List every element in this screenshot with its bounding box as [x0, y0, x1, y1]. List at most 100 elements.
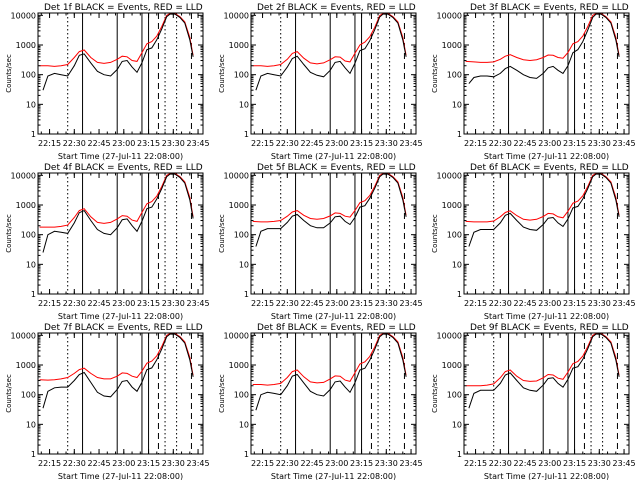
x-tick-label: 23:45	[400, 139, 423, 148]
y-tick-label: 10000	[11, 11, 36, 20]
x-tick-label: 22:15	[464, 459, 487, 468]
x-tick-label: 22:45	[301, 139, 324, 148]
series-line-events	[42, 13, 194, 91]
x-tick-label: 23:30	[588, 459, 611, 468]
x-tick-label: 23:15	[563, 139, 586, 148]
chart-title: Det 4f BLACK = Events, RED = LLD	[44, 163, 203, 173]
y-axis-label: Counts/sec	[218, 374, 226, 413]
x-tick-label: 22:30	[63, 459, 86, 468]
x-axis-label: Start Time (27-Jul-11 22:08:00)	[271, 312, 396, 321]
x-tick-label: 22:30	[489, 299, 512, 308]
x-tick-label: 23:00	[325, 139, 348, 148]
plot-frame	[250, 332, 417, 455]
x-tick-label: 23:45	[187, 139, 210, 148]
x-axis-label: Start Time (27-Jul-11 22:08:00)	[484, 152, 609, 161]
y-tick-label: 10	[452, 100, 462, 109]
x-tick-label: 23:45	[187, 459, 210, 468]
x-tick-label: 22:45	[88, 139, 111, 148]
x-tick-label: 23:15	[350, 299, 373, 308]
chart-panel-9: Det 9f BLACK = Events, RED = LLD Counts/s…	[431, 323, 636, 480]
y-tick-label: 10	[239, 260, 249, 269]
y-tick-label: 10	[452, 260, 462, 269]
chart-title: Det 9f BLACK = Events, RED = LLD	[470, 323, 629, 333]
y-tick-label: 10	[26, 420, 36, 429]
x-tick-label: 22:15	[464, 299, 487, 308]
y-tick-label: 1000	[16, 201, 36, 210]
y-tick-label: 1000	[229, 361, 249, 370]
y-tick-label: 1000	[16, 41, 36, 50]
series-line-lld	[39, 13, 194, 67]
series-line-events	[468, 333, 620, 409]
series-line-events	[468, 13, 620, 84]
x-tick-label: 23:30	[588, 299, 611, 308]
y-axis-label: Counts/sec	[431, 214, 439, 253]
plot-frame	[463, 172, 630, 295]
x-tick-label: 23:45	[613, 299, 636, 308]
y-tick-label: 10000	[224, 11, 249, 20]
y-tick-label: 1	[244, 450, 249, 459]
series-line-lld	[252, 173, 407, 223]
series-line-lld	[465, 173, 620, 223]
y-axis-label: Counts/sec	[218, 214, 226, 253]
x-tick-label: 23:15	[350, 139, 373, 148]
y-tick-label: 1000	[229, 201, 249, 210]
x-tick-label: 22:30	[63, 139, 86, 148]
x-tick-label: 23:45	[400, 459, 423, 468]
x-tick-label: 23:00	[538, 299, 561, 308]
chart-title: Det 3f BLACK = Events, RED = LLD	[470, 3, 629, 13]
y-tick-label: 100	[234, 391, 249, 400]
plot-frame	[37, 172, 204, 295]
x-tick-label: 23:00	[112, 139, 135, 148]
series-line-events	[255, 333, 407, 411]
x-tick-label: 22:45	[514, 139, 537, 148]
y-axis-label: Counts/sec	[5, 54, 13, 93]
plot-frame	[463, 12, 630, 135]
plot-frame	[250, 12, 417, 135]
y-tick-label: 100	[447, 391, 462, 400]
x-tick-label: 23:45	[613, 459, 636, 468]
series-line-events	[255, 173, 407, 247]
x-tick-label: 23:30	[375, 299, 398, 308]
x-tick-label: 23:15	[137, 139, 160, 148]
x-tick-label: 23:00	[112, 299, 135, 308]
chart-panel-3: Det 3f BLACK = Events, RED = LLD Counts/s…	[431, 3, 636, 161]
x-tick-label: 22:15	[251, 459, 274, 468]
x-tick-label: 22:30	[63, 299, 86, 308]
x-tick-label: 23:45	[613, 139, 636, 148]
x-tick-label: 23:00	[112, 459, 135, 468]
y-axis-label: Counts/sec	[431, 374, 439, 413]
y-tick-label: 10	[26, 260, 36, 269]
series-line-lld	[465, 13, 620, 63]
chart-title: Det 5f BLACK = Events, RED = LLD	[257, 163, 416, 173]
y-tick-label: 10000	[224, 171, 249, 180]
x-tick-label: 23:30	[162, 459, 185, 468]
y-tick-label: 1000	[442, 41, 462, 50]
x-tick-label: 23:15	[137, 299, 160, 308]
series-line-lld	[252, 13, 407, 67]
chart-panel-5: Det 5f BLACK = Events, RED = LLD Counts/s…	[218, 163, 423, 321]
y-tick-label: 1	[457, 290, 462, 299]
x-tick-label: 23:15	[563, 299, 586, 308]
chart-title: Det 7f BLACK = Events, RED = LLD	[44, 323, 203, 333]
series-line-lld	[465, 333, 620, 387]
y-tick-label: 10	[239, 100, 249, 109]
x-tick-label: 22:45	[88, 299, 111, 308]
y-tick-label: 1000	[229, 41, 249, 50]
plot-frame	[37, 332, 204, 455]
chart-title: Det 6f BLACK = Events, RED = LLD	[470, 163, 629, 173]
x-tick-label: 23:15	[563, 459, 586, 468]
y-tick-label: 10000	[224, 331, 249, 340]
series-line-events	[468, 173, 620, 247]
x-tick-label: 23:00	[325, 459, 348, 468]
x-tick-label: 22:45	[514, 299, 537, 308]
x-tick-label: 22:15	[38, 139, 61, 148]
plot-frame	[250, 172, 417, 295]
y-tick-label: 1000	[442, 201, 462, 210]
series-line-lld	[39, 173, 194, 228]
x-tick-label: 23:30	[588, 139, 611, 148]
y-tick-label: 10000	[437, 171, 462, 180]
x-axis-label: Start Time (27-Jul-11 22:08:00)	[58, 472, 183, 480]
x-tick-label: 23:30	[162, 139, 185, 148]
x-tick-label: 22:45	[301, 459, 324, 468]
y-tick-label: 100	[21, 231, 36, 240]
